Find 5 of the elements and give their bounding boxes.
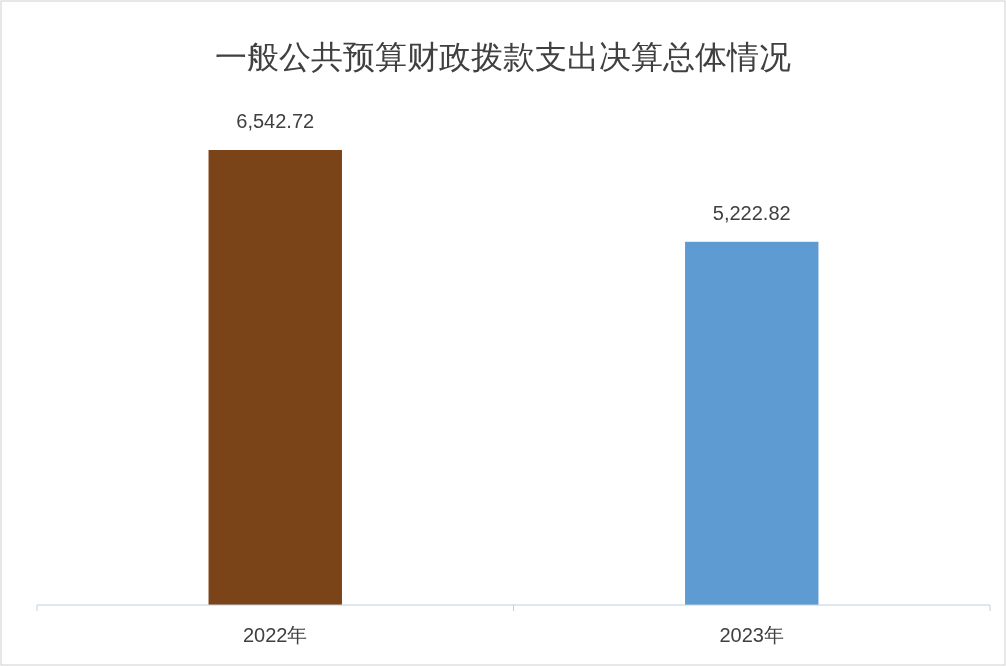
x-tick-label: 2023年 bbox=[719, 624, 784, 646]
data-label: 6,542.72 bbox=[236, 110, 315, 132]
x-tick-label: 2022年 bbox=[243, 624, 308, 646]
data-label: 5,222.82 bbox=[712, 201, 791, 224]
chart-title: 一般公共预算财政拨款支出决算总体情况 bbox=[215, 39, 791, 75]
